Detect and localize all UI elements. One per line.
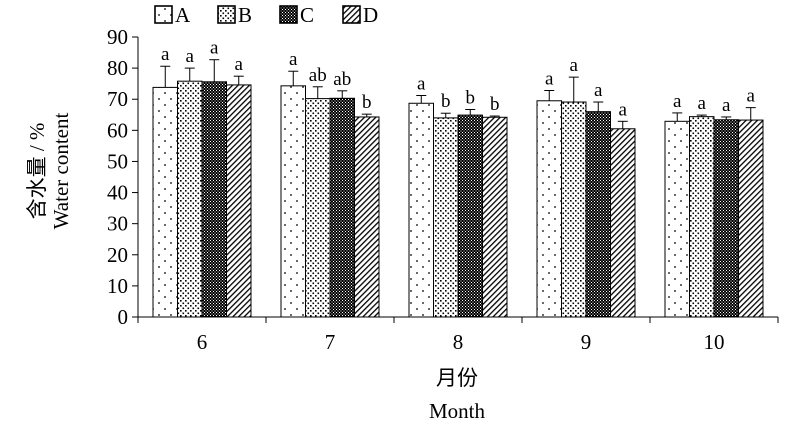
bar-C-8 [457, 114, 483, 318]
bar-C-6 [201, 81, 227, 318]
y-tick-label: 20 [107, 243, 128, 267]
y-tick-label: 10 [107, 274, 128, 298]
legend-swatch [279, 5, 298, 24]
x-axis-title-cn: 月份 [436, 366, 478, 390]
x-tick-label: 10 [704, 330, 725, 354]
significance-letter: ab [333, 69, 351, 90]
y-axis-title-cn: 含水量 / % [25, 123, 49, 220]
significance-letter: a [570, 55, 579, 76]
bar-B-6 [177, 80, 203, 318]
y-tick-label: 80 [107, 56, 128, 80]
bar-D-10 [738, 119, 764, 318]
bar-C-7 [329, 97, 355, 318]
y-tick-label: 30 [107, 212, 128, 236]
significance-letter: b [441, 91, 451, 112]
legend-swatch [342, 5, 361, 24]
y-tick-label: 50 [107, 149, 128, 173]
y-tick-label: 60 [107, 118, 128, 142]
significance-letter: a [235, 54, 244, 75]
significance-letter: a [186, 46, 195, 67]
x-axis-title-en: Month [429, 399, 486, 423]
significance-letter: ab [309, 65, 327, 86]
bar-D-8 [482, 116, 508, 318]
bar-D-7 [354, 116, 380, 318]
x-tick-label: 8 [453, 330, 464, 354]
significance-letter: a [289, 49, 298, 70]
y-tick-label: 70 [107, 87, 128, 111]
significance-letter: a [417, 73, 426, 94]
bar-B-10 [689, 116, 715, 318]
significance-letter: a [698, 93, 707, 114]
legend-swatch [217, 5, 236, 24]
bar-A-9 [536, 100, 562, 318]
legend-label: C [300, 3, 314, 27]
significance-letter: a [722, 95, 731, 116]
significance-letter: a [747, 86, 756, 107]
bar-C-10 [713, 119, 739, 318]
significance-letter: a [210, 38, 219, 59]
bar-A-7 [280, 85, 306, 318]
significance-letter: b [362, 92, 372, 113]
y-ticks: 0 10 20 30 40 50 60 70 80 90 [107, 25, 138, 329]
legend-item-B: B [217, 3, 252, 27]
significance-letter: b [490, 94, 500, 115]
legend-swatch [154, 5, 173, 24]
significance-letter: b [466, 87, 476, 108]
y-tick-label: 40 [107, 181, 128, 205]
y-tick-label: 0 [118, 305, 129, 329]
legend-label: B [238, 3, 252, 27]
y-tick-label: 90 [107, 25, 128, 49]
y-axis-title-en: Water content [49, 113, 73, 230]
bar-B-9 [561, 101, 587, 318]
legend: A B C D [154, 3, 378, 27]
bar-A-10 [664, 120, 690, 318]
x-tick-label: 6 [197, 330, 208, 354]
legend-item-A: A [154, 3, 191, 27]
bar-D-9 [610, 128, 636, 318]
significance-letter: a [545, 69, 554, 90]
significance-letter: a [673, 91, 682, 112]
bar-D-6 [226, 84, 252, 318]
x-tick-label: 7 [325, 330, 336, 354]
y-axis-title: 含水量 / % Water content [25, 113, 73, 230]
axes [137, 37, 779, 323]
bar-C-9 [585, 111, 611, 318]
bar-B-8 [433, 117, 459, 318]
significance-letter: a [619, 99, 628, 120]
bar-B-7 [305, 98, 331, 318]
bar-A-6 [152, 86, 178, 318]
legend-item-C: C [279, 3, 314, 27]
bar-A-8 [408, 102, 434, 318]
significance-letter: a [161, 44, 170, 65]
legend-label: A [175, 3, 191, 27]
x-tick-labels: 6 7 8 9 10 [197, 330, 725, 354]
significance-letter: a [594, 80, 603, 101]
legend-label: D [363, 3, 378, 27]
legend-item-D: D [342, 3, 378, 27]
x-tick-label: 9 [581, 330, 592, 354]
